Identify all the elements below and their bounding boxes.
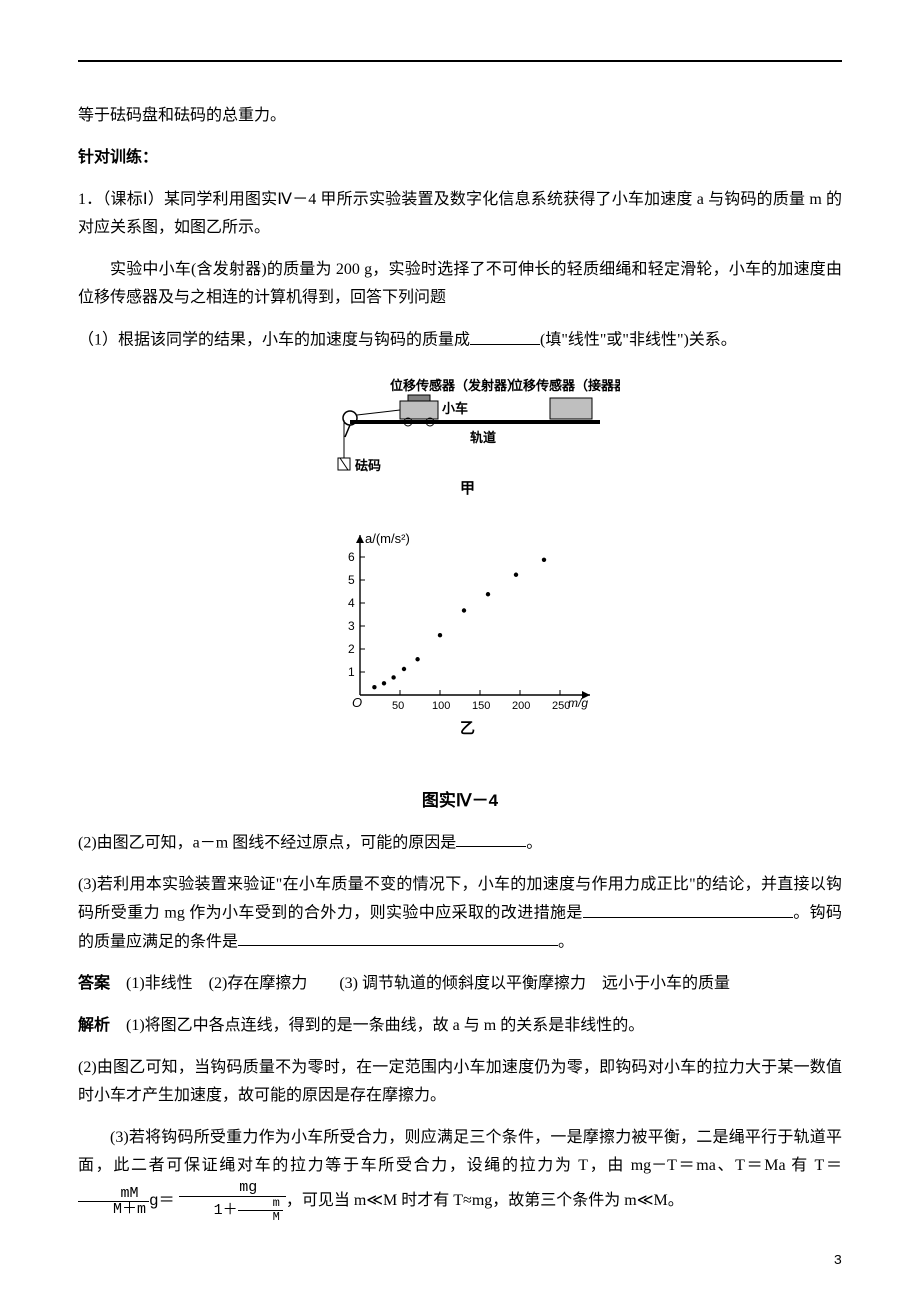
exp3b-text: ，可见当 m≪M 时才有 T≈mg，故第三个条件为 m≪M。 xyxy=(286,1193,684,1210)
frac2b-pre: 1＋ xyxy=(214,1202,238,1219)
sub-caption-jia: 甲 xyxy=(460,480,475,497)
origin-label: O xyxy=(352,695,362,710)
explain-2: (2)由图乙可知，当钩码质量不为零时，在一定范围内小车加速度仍为零，即钩码对小车… xyxy=(78,1054,842,1110)
q1-1-b: (填"线性"或"非线性")关系。 xyxy=(540,332,737,349)
figure-iv-4: 位移传感器（发射器） 位移传感器（接器器） 小车 xyxy=(78,375,842,811)
svg-text:6: 6 xyxy=(348,550,355,564)
fraction-2: mg 1＋mM xyxy=(179,1180,286,1223)
frac1-den: M＋m xyxy=(78,1202,149,1218)
fraction-1: mMM＋m xyxy=(78,1186,149,1219)
exp1-text: (1)将图乙中各点连线，得到的是一条曲线，故 a 与 m 的关系是非线性的。 xyxy=(110,1017,644,1034)
frac2-den: 1＋mM xyxy=(179,1197,286,1223)
answer-heading: 答案 xyxy=(78,975,110,992)
blank-3 xyxy=(583,899,793,918)
figure-caption: 图实Ⅳ－4 xyxy=(78,786,842,811)
data-points xyxy=(372,557,546,689)
q1-stem-b: 实验中小车(含发射器)的质量为 200 g，实验时选择了不可伸长的轻质细绳和轻定… xyxy=(78,256,842,312)
fraction-2b: mM xyxy=(238,1197,283,1223)
sensor-rx-label: 位移传感器（接器器） xyxy=(510,378,620,393)
y-arrow-icon xyxy=(356,535,364,543)
q1-sub3: (3)若利用本实验装置来验证"在小车质量不变的情况下，小车的加速度与作用力成正比… xyxy=(78,871,842,956)
explain-heading: 解析 xyxy=(78,1017,110,1034)
frac2-num: mg xyxy=(179,1180,286,1197)
frac2b-num: m xyxy=(238,1197,283,1211)
svg-text:200: 200 xyxy=(512,700,530,712)
explain-3: (3)若将钩码所受重力作为小车所受合力，则应满足三个条件，一是摩擦力被平衡，二是… xyxy=(78,1124,842,1223)
x-unit-label: m/g xyxy=(568,696,588,710)
svg-text:250: 250 xyxy=(552,700,570,712)
string-1 xyxy=(357,410,400,415)
top-rule xyxy=(78,60,842,62)
explain-1: 解析 (1)将图乙中各点连线，得到的是一条曲线，故 a 与 m 的关系是非线性的… xyxy=(78,1012,842,1040)
q2-b: 。 xyxy=(526,834,542,851)
weight-label: 砝码 xyxy=(355,458,381,473)
cart-sensor xyxy=(408,395,430,401)
svg-text:150: 150 xyxy=(472,700,490,712)
q1-stem-a: 1．（课标Ⅰ）某同学利用图实Ⅳ－4 甲所示实验装置及数字化信息系统获得了小车加速… xyxy=(78,186,842,242)
q1-sub2: (2)由图乙可知，a－m 图线不经过原点，可能的原因是 。 xyxy=(78,829,842,858)
q2-a: (2)由图乙可知，a－m 图线不经过原点，可能的原因是 xyxy=(78,834,456,851)
x-ticks: 50 100 150 200 250 xyxy=(392,690,570,712)
svg-text:100: 100 xyxy=(432,700,450,712)
cart-body xyxy=(400,401,438,419)
apparatus-diagram: 位移传感器（发射器） 位移传感器（接器器） 小车 xyxy=(338,378,620,497)
svg-text:3: 3 xyxy=(348,619,355,633)
cart-label: 小车 xyxy=(442,401,468,416)
sub-caption-yi: 乙 xyxy=(460,720,475,737)
blank-2 xyxy=(456,829,526,848)
frac1-after: g＝ xyxy=(149,1193,175,1211)
y-ticks: 1 2 3 4 5 6 xyxy=(348,550,365,679)
training-heading: 针对训练： xyxy=(78,144,842,172)
track-label: 轨道 xyxy=(470,430,496,445)
exp3a-text: (3)若将钩码所受重力作为小车所受合力，则应满足三个条件，一是摩擦力被平衡，二是… xyxy=(78,1129,842,1174)
answer-line: 答案 (1)非线性 (2)存在摩擦力 (3) 调节轨道的倾斜度以平衡摩擦力 远小… xyxy=(78,970,842,998)
figure-svg: 位移传感器（发射器） 位移传感器（接器器） 小车 xyxy=(300,375,620,775)
q3-c: 。 xyxy=(558,933,574,950)
svg-text:50: 50 xyxy=(392,700,404,712)
svg-text:5: 5 xyxy=(348,573,355,587)
y-axis-label: a/(m/s²) xyxy=(365,531,410,546)
frac2b-den: M xyxy=(238,1211,283,1224)
blank-1 xyxy=(470,326,540,345)
frac1-num: mM xyxy=(78,1186,149,1203)
svg-text:4: 4 xyxy=(348,596,355,610)
svg-text:2: 2 xyxy=(348,642,355,656)
answer-text: (1)非线性 (2)存在摩擦力 (3) 调节轨道的倾斜度以平衡摩擦力 远小于小车… xyxy=(110,975,730,992)
page-number: 3 xyxy=(78,1253,842,1269)
svg-text:1: 1 xyxy=(348,665,355,679)
receiver-rect xyxy=(550,398,592,419)
q1-sub1: （1）根据该同学的结果，小车的加速度与钩码的质量成 (填"线性"或"非线性")关系… xyxy=(78,326,842,355)
graph-yi: O a/(m/s²) m/g 1 2 3 4 5 6 50 100 150 200 250 乙 xyxy=(348,531,590,737)
q1-1-a: （1）根据该同学的结果，小车的加速度与钩码的质量成 xyxy=(78,332,470,349)
blank-4 xyxy=(238,928,558,947)
track-rect xyxy=(350,420,600,424)
intro-line: 等于砝码盘和砝码的总重力。 xyxy=(78,102,842,130)
pulley-support xyxy=(345,425,350,437)
sensor-tx-label: 位移传感器（发射器） xyxy=(390,378,520,393)
